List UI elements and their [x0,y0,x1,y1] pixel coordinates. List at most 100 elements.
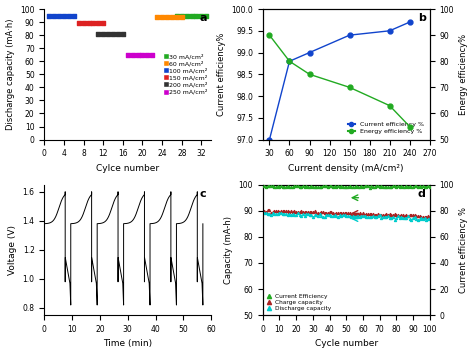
Energy efficiency % [387,103,392,108]
Point [287,212,295,218]
Point [412,183,420,189]
Point [326,183,333,189]
Point [398,183,405,189]
Current efficiency % [307,50,312,55]
Point [411,214,419,220]
Point [279,208,287,213]
Point [297,184,305,190]
Point [369,211,377,216]
Point [426,215,433,221]
Point [292,212,300,217]
Point [312,184,320,189]
Current efficiency % [266,137,272,142]
Point [308,212,315,218]
Point [274,184,282,189]
Point [371,184,378,190]
Point [396,213,403,218]
Point [46,13,53,18]
Point [337,183,345,189]
Point [361,212,368,218]
Point [289,211,297,217]
Text: d: d [418,189,426,199]
Point [283,184,290,189]
Point [65,13,73,18]
Point [334,210,342,216]
Point [284,208,292,214]
Y-axis label: Current efficiency%: Current efficiency% [217,33,226,116]
Point [392,215,400,221]
Energy efficiency % [407,124,412,129]
Point [264,184,272,189]
Point [414,213,422,219]
Point [183,13,191,18]
Point [353,184,360,189]
Point [297,213,305,219]
Point [377,213,385,218]
Point [318,209,325,215]
Point [402,212,410,218]
Y-axis label: Energy efficiency%: Energy efficiency% [459,34,468,115]
Point [402,215,410,221]
Point [277,208,285,213]
Point [391,183,399,189]
Point [381,184,388,190]
Point [419,214,427,220]
Point [163,14,171,20]
Point [383,211,390,217]
Point [391,217,399,223]
Point [202,13,210,18]
Point [387,215,395,221]
Point [284,183,292,189]
Point [144,52,151,58]
Point [289,210,297,215]
Point [281,209,288,214]
Point [332,210,340,216]
Point [178,13,185,18]
Point [424,216,432,222]
Point [173,13,181,18]
Point [283,211,290,217]
Point [376,212,383,218]
Point [379,184,387,190]
Point [347,184,355,190]
Point [324,212,332,218]
Point [287,184,295,190]
Point [373,214,380,220]
Point [119,31,127,37]
Point [331,212,338,218]
Point [271,211,278,217]
Point [294,183,301,189]
Point [336,184,343,189]
Point [394,213,402,218]
Point [311,184,319,190]
Point [396,184,403,190]
Point [424,213,432,218]
Point [308,183,315,189]
Point [299,184,307,189]
Point [267,212,275,218]
Point [422,214,430,219]
Point [273,209,280,214]
Point [85,21,92,26]
Point [299,211,307,217]
Point [178,14,185,20]
Text: c: c [200,189,206,199]
X-axis label: Cycle number: Cycle number [315,339,378,348]
Point [267,210,275,215]
Point [269,184,277,189]
Point [261,183,268,189]
Point [377,183,385,189]
Y-axis label: Current efficiency %: Current efficiency % [459,207,468,293]
Point [389,214,397,219]
Point [353,211,360,217]
Point [294,209,301,215]
Point [318,213,325,219]
Point [376,184,383,190]
Point [337,213,345,218]
Point [281,212,288,217]
Point [262,209,270,215]
Point [421,214,428,220]
Point [276,209,283,215]
Point [351,211,358,217]
Point [356,215,364,220]
